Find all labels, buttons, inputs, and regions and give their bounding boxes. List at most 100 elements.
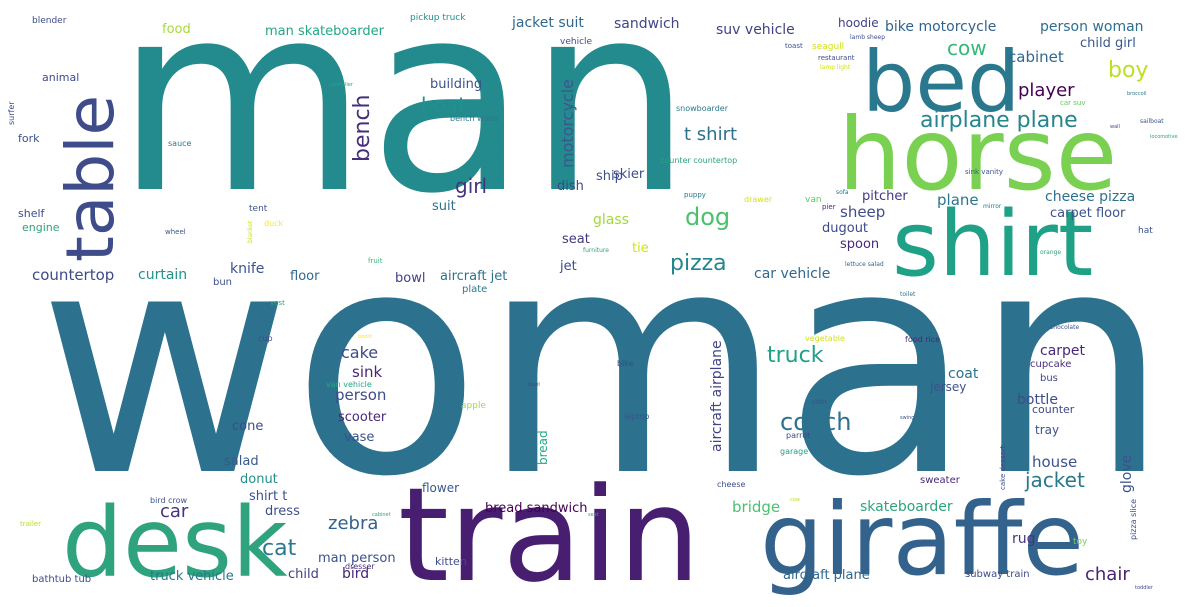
word-kid: wall xyxy=(1110,124,1120,130)
word-bathtub-tub: bathtub tub xyxy=(32,574,92,585)
word-fork: fork xyxy=(18,132,40,145)
word-coffee: seat xyxy=(588,512,599,518)
word-booth: cloth xyxy=(812,399,827,406)
word-cat: cat xyxy=(262,536,297,561)
word-bird: bird xyxy=(342,566,370,582)
word-curtain: curtain xyxy=(138,267,188,283)
word-broccoli: broccoli xyxy=(1127,91,1147,97)
word-seagull: seagull xyxy=(812,42,845,52)
word-bird-crow: bird crow xyxy=(150,496,188,505)
word-laptop: laptop xyxy=(624,412,650,421)
word-cow: cow xyxy=(947,36,987,60)
word-pizza: pizza xyxy=(670,251,727,276)
word-drawer: drawer xyxy=(744,195,773,204)
word-cabinet: cabinet xyxy=(1008,48,1064,66)
word-pickup-truck: pickup truck xyxy=(410,13,466,23)
word-seat: seat xyxy=(562,232,590,247)
word-person: person xyxy=(335,386,387,404)
word-tent: tent xyxy=(249,204,268,214)
word-food: food xyxy=(162,22,191,37)
word-cabbage: toddler xyxy=(1135,585,1153,591)
word-food-rice: food rice xyxy=(905,335,941,344)
word-cheese: cheese xyxy=(717,480,746,489)
word-engine: engine xyxy=(22,221,60,234)
word-player: player xyxy=(1018,80,1075,101)
word-hat: hat xyxy=(1138,226,1153,236)
word-vest: vest xyxy=(270,299,285,307)
word-bottle: bottle xyxy=(1017,392,1058,408)
word-lettuce-salad: lettuce salad xyxy=(845,261,884,268)
word-shirt-t: shirt t xyxy=(249,489,288,504)
word-tray: tray xyxy=(1035,423,1060,437)
word-bridge: bridge xyxy=(732,498,781,516)
word-spoon: spoon xyxy=(840,237,880,252)
word-salad: salad xyxy=(224,454,259,469)
word-chair: chair xyxy=(1085,564,1130,585)
word-coat: coat xyxy=(948,366,979,382)
word-t-shirt: t shirt xyxy=(684,124,738,145)
word-counter-countertop: counter countertop xyxy=(660,156,738,165)
word-dugout: dugout xyxy=(822,221,869,236)
word-plane: plane xyxy=(937,191,979,209)
word-boat: boat xyxy=(421,93,467,117)
word-lamp-light: lamp light xyxy=(820,64,851,71)
word-house: house xyxy=(1032,453,1078,471)
word-truck-vehicle: truck vehicle xyxy=(150,569,234,584)
word-sheep: sheep xyxy=(840,203,886,221)
word-cake: cake xyxy=(341,343,379,362)
word-man: man xyxy=(115,0,693,251)
word-countertop: countertop xyxy=(32,266,115,284)
word-locomotive: bowl xyxy=(528,382,540,388)
word-orange: orange xyxy=(1040,249,1062,256)
word-man-skateboarder: man skateboarder xyxy=(265,24,385,39)
word-aircraft-jet: aircraft jet xyxy=(440,269,508,284)
word-mirror: mirror xyxy=(983,203,1002,210)
word-carpet-floor: carpet floor xyxy=(1050,206,1126,221)
word-surfer: surfer xyxy=(7,101,16,125)
word-hoodie: hoodie xyxy=(838,16,879,30)
word-animal: animal xyxy=(42,71,80,84)
word-airplane-plane: airplane plane xyxy=(920,108,1078,133)
word-jacket: jacket xyxy=(1025,468,1085,492)
word-shirt: shirt xyxy=(892,192,1094,297)
word-lamb-sheep: lamb sheep xyxy=(850,34,886,41)
word-carpet: carpet xyxy=(1040,343,1086,359)
word-pizza-slice: pizza slice xyxy=(1129,498,1138,540)
word-parrot: parrot xyxy=(786,431,811,440)
word-aircraft-plane: aircraft plane xyxy=(783,568,870,583)
word-vegetable: vegetable xyxy=(805,334,845,343)
word-suv-vehicle: suv vehicle xyxy=(716,22,795,38)
word-floor: floor xyxy=(290,269,320,284)
word-sofa: sofa xyxy=(836,189,849,196)
word-car-suv: car suv xyxy=(1060,99,1086,107)
word-train: train xyxy=(398,459,701,607)
word-dress: dress xyxy=(265,504,300,519)
word-bike-motorcycle: bike motorcycle xyxy=(885,19,997,35)
word-snowboarder: snowboarder xyxy=(676,104,728,113)
word-restaurant: restaurant xyxy=(818,54,855,62)
word-subway-train: subway train xyxy=(965,569,1030,580)
word-sandwich: sandwich xyxy=(614,16,680,32)
word-ship: ship xyxy=(596,169,623,184)
word-cake-dessert: cake dessert xyxy=(999,445,1007,490)
word-vehicle: vehicle xyxy=(560,37,593,47)
word-aircraft-airplane: aircraft airplane xyxy=(709,340,725,452)
word-fruit: fruit xyxy=(368,257,383,265)
word-controller: controller xyxy=(329,82,353,88)
word-tie: tie xyxy=(632,241,649,256)
word-child: child xyxy=(288,567,319,582)
word-bed: bed xyxy=(862,33,1021,131)
word-jersey: jersey xyxy=(930,380,967,394)
word-trailer: trailer xyxy=(20,520,41,528)
word-pier: pier xyxy=(822,203,836,211)
word-dish: dish xyxy=(557,179,584,194)
word-cupcake: cupcake xyxy=(1030,359,1072,370)
word-furniture: furniture xyxy=(583,247,609,254)
word-toilet: toilet xyxy=(900,291,916,298)
word-plate: plate xyxy=(462,284,488,295)
word-duck: duck xyxy=(264,219,284,228)
word-boy: boy xyxy=(1108,58,1149,83)
word-bowl: bowl xyxy=(395,271,426,286)
word-dresser: dresser xyxy=(345,562,375,571)
word-sweater: sweater xyxy=(920,475,960,486)
